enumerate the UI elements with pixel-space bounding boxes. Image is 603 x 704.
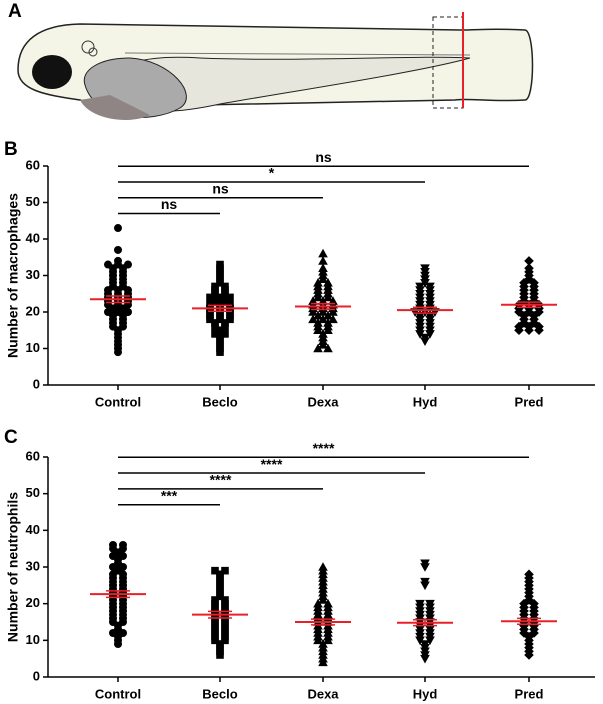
data-point <box>114 348 122 357</box>
data-point <box>415 636 425 646</box>
data-point <box>318 595 328 604</box>
y-tick-label: 20 <box>26 303 40 318</box>
x-tick-label: Pred <box>515 686 544 701</box>
data-point <box>529 296 539 306</box>
x-tick-label: Pred <box>515 394 544 409</box>
data-point <box>425 330 435 339</box>
y-tick-label: 10 <box>26 632 40 647</box>
x-tick-label: Beclo <box>202 686 237 701</box>
y-tick-label: 40 <box>26 230 40 245</box>
y-tick-label: 50 <box>26 194 40 209</box>
y-tick-label: 30 <box>26 558 40 573</box>
data-point <box>318 256 328 265</box>
significance-label: **** <box>261 456 283 472</box>
y-axis-label: Number of neutrophils <box>5 492 21 642</box>
y-tick-label: 30 <box>26 267 40 282</box>
data-point <box>420 563 430 572</box>
y-tick-label: 20 <box>26 595 40 610</box>
data-point <box>524 595 534 605</box>
data-point <box>524 325 534 336</box>
data-point <box>318 274 328 283</box>
x-tick-label: Control <box>95 686 141 701</box>
data-point <box>323 310 333 320</box>
y-tick-label: 10 <box>26 340 40 355</box>
data-point <box>318 340 328 349</box>
x-tick-label: Hyd <box>413 686 438 701</box>
data-point <box>534 325 544 336</box>
y-tick-label: 60 <box>26 448 40 463</box>
significance-label: *** <box>161 487 178 503</box>
data-point <box>529 628 539 638</box>
x-tick-label: Hyd <box>413 394 438 409</box>
data-point <box>313 292 323 302</box>
x-tick-label: Beclo <box>202 394 237 409</box>
zebrafish-diagram <box>17 12 534 120</box>
data-point <box>514 307 524 317</box>
panel-label: B <box>4 139 18 160</box>
data-point <box>318 248 328 258</box>
data-point <box>308 307 318 316</box>
significance-label: **** <box>313 440 335 456</box>
y-axis-label: Number of macrophages <box>5 193 21 358</box>
y-tick-label: 0 <box>33 668 40 683</box>
data-point <box>216 348 224 356</box>
significance-label: ns <box>212 180 229 196</box>
x-tick-label: Dexa <box>307 394 339 409</box>
data-point <box>415 330 425 339</box>
data-point <box>313 343 323 353</box>
significance-label: ns <box>315 149 332 165</box>
data-point <box>323 343 333 353</box>
data-point <box>524 650 534 660</box>
data-point <box>529 318 539 328</box>
data-point <box>313 310 323 320</box>
data-point <box>216 651 224 659</box>
data-point <box>323 635 333 645</box>
significance-label: * <box>269 165 275 181</box>
x-tick-label: Dexa <box>307 686 339 701</box>
data-point <box>519 628 529 638</box>
data-point <box>425 636 435 646</box>
data-point <box>420 654 430 664</box>
data-point <box>519 318 529 328</box>
y-tick-label: 0 <box>33 376 40 391</box>
data-point <box>514 325 524 336</box>
data-point <box>328 314 338 324</box>
y-tick-label: 40 <box>26 522 40 537</box>
data-point <box>318 657 328 667</box>
data-point <box>524 307 534 317</box>
data-point <box>114 224 122 233</box>
data-point <box>534 307 544 317</box>
data-point <box>313 325 323 335</box>
x-tick-label: Control <box>95 394 141 409</box>
data-point <box>308 314 318 324</box>
data-point <box>313 635 323 645</box>
data-point <box>114 245 122 254</box>
data-point <box>318 307 328 316</box>
data-point <box>323 292 333 302</box>
data-point <box>328 307 338 316</box>
data-point <box>524 274 534 284</box>
data-point <box>114 640 122 648</box>
data-point <box>524 256 534 266</box>
data-point <box>420 279 430 288</box>
significance-label: ns <box>161 196 178 212</box>
significance-label: **** <box>210 472 232 488</box>
y-tick-label: 60 <box>26 157 40 172</box>
panel-label: A <box>8 1 22 22</box>
data-point <box>420 337 430 346</box>
data-point <box>323 325 333 335</box>
data-point <box>420 581 430 591</box>
data-point <box>519 296 529 306</box>
panel-label: C <box>4 427 18 448</box>
y-tick-label: 50 <box>26 485 40 500</box>
data-point <box>318 314 328 324</box>
